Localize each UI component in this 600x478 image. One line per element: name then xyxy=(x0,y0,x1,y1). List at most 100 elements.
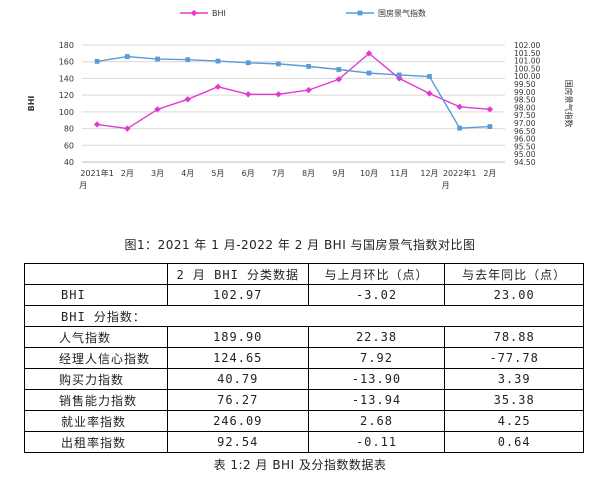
table-row: 销售能力指数 76.27 -13.94 35.38 xyxy=(24,389,584,411)
x-tick-label: 4月 xyxy=(181,169,194,178)
table-row: 人气指数 189.90 22.38 78.88 xyxy=(24,326,584,348)
y-tick-label: 40 xyxy=(64,158,74,167)
row-label: BHI xyxy=(24,284,168,306)
y2-tick-label: 95.50 xyxy=(514,142,536,151)
x-tick-label: 2021年1 月 xyxy=(79,168,114,190)
section-label: BHI 分指数： xyxy=(24,305,584,327)
table-header-row: 2 月 BHI 分类数据 与上月环比（点） 与去年同比（点） xyxy=(24,263,584,285)
figure-caption: 图1：2021 年 1 月-2022 年 2 月 BHI 与国房景气指数对比图 xyxy=(124,238,476,252)
y-tick-label: 140 xyxy=(59,74,74,83)
x-tick-label: 7月 xyxy=(272,169,285,178)
bhi-data-table: 2 月 BHI 分类数据 与上月环比（点） 与去年同比（点） BHI 102.9… xyxy=(24,263,584,453)
bhi-comparison-chart: 40 60 80 100 120 140 160 180 94.5095.0095.5096.0… xyxy=(27,8,574,190)
x-tick-label: 5月 xyxy=(211,169,224,178)
data-point xyxy=(396,72,402,78)
data-point xyxy=(184,96,191,103)
y2-axis-title: 国房景气指数 xyxy=(564,80,574,128)
cell-value: 23.00 xyxy=(444,284,584,306)
data-point xyxy=(275,91,282,98)
cell-value: -13.90 xyxy=(307,368,446,390)
row-label: 经理人信心指数 xyxy=(24,347,168,369)
legend-marker xyxy=(190,9,198,17)
data-point xyxy=(185,57,191,63)
data-point xyxy=(244,91,252,98)
cell-value: 92.54 xyxy=(166,431,309,453)
table-caption: 表 1:2 月 BHI 及分指数数据表 xyxy=(213,458,387,472)
y-tick-label: 100 xyxy=(59,108,74,117)
row-label: 购买力指数 xyxy=(24,368,168,390)
data-point xyxy=(94,58,100,64)
data-point xyxy=(456,103,463,111)
cell-value: 102.97 xyxy=(166,284,309,306)
cell-value: -77.78 xyxy=(444,347,584,369)
data-point xyxy=(487,124,493,129)
data-point xyxy=(124,125,131,132)
cell-value: 189.90 xyxy=(166,326,309,348)
data-point xyxy=(426,90,433,97)
data-point xyxy=(457,125,463,131)
data-point xyxy=(124,54,130,59)
cell-value: 4.25 xyxy=(444,410,584,432)
row-label: 人气指数 xyxy=(24,326,168,348)
y2-tick-label: 101.00 xyxy=(514,57,540,66)
y-tick-label: 180 xyxy=(59,41,74,50)
y2-tick-label: 100.00 xyxy=(514,72,540,81)
data-point xyxy=(215,58,221,64)
cell-value: 246.09 xyxy=(166,410,309,432)
y2-tick-label: 101.50 xyxy=(514,49,540,58)
y-tick-label: 80 xyxy=(64,125,74,134)
data-point xyxy=(365,50,373,57)
cell-value: -13.94 xyxy=(307,389,446,411)
row-label: 销售能力指数 xyxy=(24,389,168,411)
x-tick-label: 6月 xyxy=(242,169,255,178)
table-header-cell xyxy=(24,263,168,285)
cell-value: -3.02 xyxy=(307,284,446,306)
table-row: 经理人信心指数 124.65 7.92 -77.78 xyxy=(24,347,584,369)
table-header-cell: 与去年同比（点） xyxy=(444,263,584,285)
cell-value: -0.11 xyxy=(307,431,446,453)
cell-value: 22.38 xyxy=(307,326,446,348)
series-line xyxy=(97,52,490,130)
y2-tick-label: 96.00 xyxy=(514,135,536,144)
y2-tick-label: 95.00 xyxy=(514,150,536,159)
x-tick-label: 2月 xyxy=(483,169,496,178)
x-tick-label: 3月 xyxy=(151,169,164,178)
cell-value: 78.88 xyxy=(444,326,584,348)
data-point xyxy=(275,61,281,67)
data-point xyxy=(336,67,342,72)
data-point xyxy=(245,60,251,66)
data-point xyxy=(154,106,161,113)
table-header-cell: 2 月 BHI 分类数据 xyxy=(166,263,309,285)
table-section-row: BHI 分指数： xyxy=(24,305,584,327)
data-point xyxy=(214,83,222,90)
y2-tick-label: 100.50 xyxy=(514,64,540,73)
y2-tick-label: 102.00 xyxy=(514,41,540,50)
x-tick-label: 10月 xyxy=(360,169,378,178)
y2-tick-label: 96.50 xyxy=(514,127,536,136)
data-point xyxy=(396,75,403,82)
y2-tick-label: 97.00 xyxy=(514,119,536,128)
y2-tick-label: 94.50 xyxy=(514,158,536,167)
table-row-bhi: BHI 102.97 -3.02 23.00 xyxy=(24,284,584,306)
cell-value: 0.64 xyxy=(444,431,584,453)
legend-marker xyxy=(357,10,363,16)
y2-tick-label: 97.50 xyxy=(514,111,536,120)
data-point xyxy=(305,86,312,94)
cell-value: 2.68 xyxy=(307,410,446,432)
data-point xyxy=(306,63,312,69)
table-row: 就业率指数 246.09 2.68 4.25 xyxy=(24,410,584,432)
data-point xyxy=(486,106,494,113)
legend-label: BHI xyxy=(212,9,226,18)
cell-value: 35.38 xyxy=(444,389,584,411)
data-point xyxy=(155,56,160,62)
y-tick-label: 120 xyxy=(59,91,74,100)
row-label: 就业率指数 xyxy=(24,410,168,432)
data-point xyxy=(335,76,343,83)
y-tick-label: 60 xyxy=(64,141,74,150)
x-tick-label: 12月 xyxy=(420,169,438,178)
y2-tick-label: 98.50 xyxy=(514,96,536,105)
y-axis-title: BHI xyxy=(27,96,36,112)
legend-label: 国房景气指数 xyxy=(378,8,426,18)
table-row: 出租率指数 92.54 -0.11 0.64 xyxy=(24,431,584,453)
x-tick-label: 2月 xyxy=(121,169,134,178)
